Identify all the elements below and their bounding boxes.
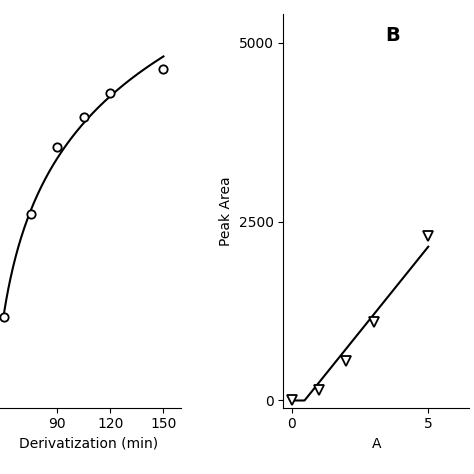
X-axis label: Derivatization (min): Derivatization (min) bbox=[18, 437, 158, 451]
X-axis label: A: A bbox=[372, 437, 381, 451]
Y-axis label: Peak Area: Peak Area bbox=[219, 176, 233, 246]
Text: B: B bbox=[386, 26, 401, 45]
